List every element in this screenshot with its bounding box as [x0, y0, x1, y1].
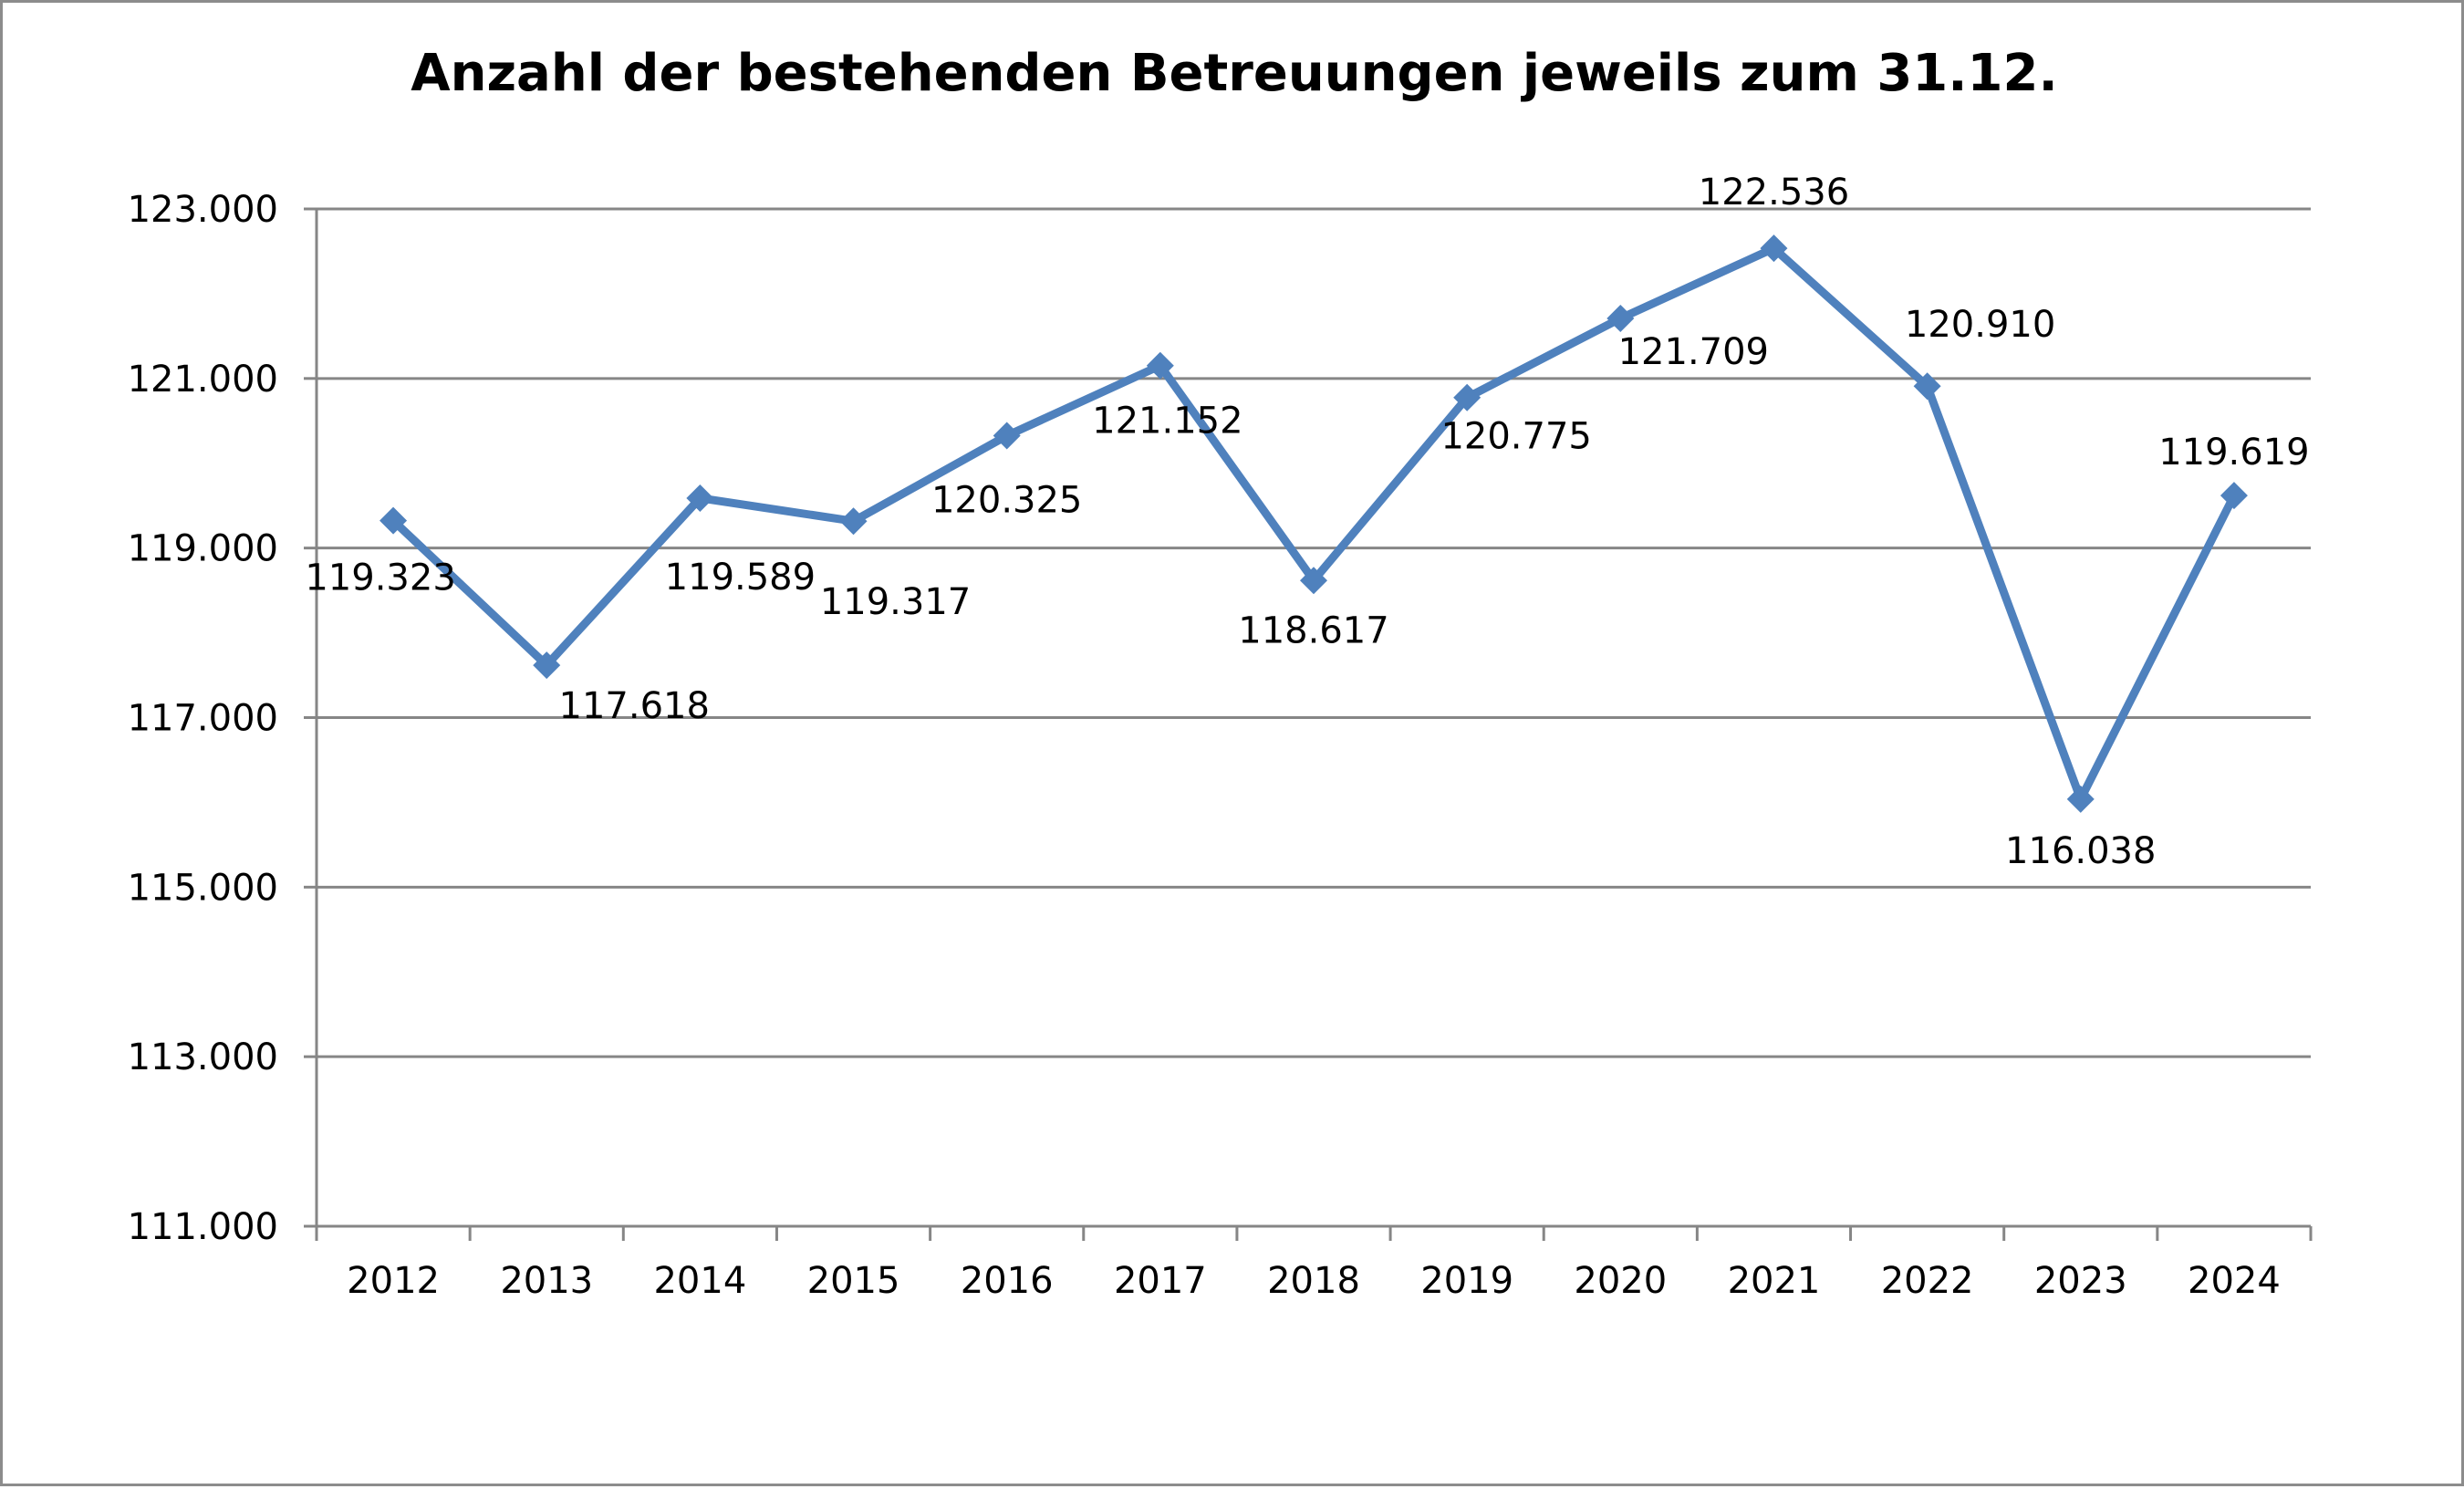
data-point-marker	[1760, 234, 1788, 263]
x-tick-label: 2017	[1114, 1260, 1207, 1302]
x-tick-label: 2014	[653, 1260, 746, 1302]
data-point-marker	[993, 422, 1021, 450]
x-tick-label: 2021	[1728, 1260, 1821, 1302]
data-point-marker	[686, 484, 714, 512]
data-point-marker	[839, 507, 868, 536]
x-tick-label: 2019	[1420, 1260, 1513, 1302]
data-point-marker	[1606, 304, 1635, 332]
x-tick-label: 2023	[2034, 1260, 2127, 1302]
x-tick-label: 2018	[1267, 1260, 1360, 1302]
y-tick-label: 111.000	[128, 1206, 278, 1248]
x-tick-label: 2024	[2188, 1260, 2281, 1302]
data-label: 120.325	[931, 480, 1082, 522]
data-label: 119.589	[665, 557, 816, 599]
y-axis-tick-labels: 111.000 113.000 115.000 117.000 119.000 121.0…	[128, 189, 278, 1248]
data-label: 118.617	[1238, 609, 1388, 651]
data-label: 120.775	[1440, 416, 1591, 458]
data-point-marker	[1453, 383, 1482, 411]
data-label: 121.152	[1092, 401, 1242, 443]
data-label: 117.618	[559, 685, 710, 727]
line-chart: Anzahl der bestehenden Betreuungen jewei…	[128, 44, 2313, 1302]
y-tick-label: 123.000	[128, 189, 278, 231]
data-label: 116.038	[2005, 830, 2156, 872]
data-point-marker	[379, 506, 408, 535]
data-point-marker	[1913, 372, 1941, 401]
y-tick-label: 119.000	[128, 528, 278, 570]
data-point-marker	[2066, 785, 2095, 813]
data-point-marker	[1146, 351, 1174, 380]
x-tick-label: 2020	[1574, 1260, 1667, 1302]
data-point-marker	[1300, 567, 1327, 595]
data-label: 121.709	[1618, 331, 1769, 373]
x-tick-label: 2013	[500, 1260, 593, 1302]
data-label: 119.323	[305, 557, 455, 599]
x-tick-label: 2022	[1881, 1260, 1974, 1302]
x-tick-label: 2016	[961, 1260, 1054, 1302]
data-label: 119.619	[2158, 432, 2309, 474]
axes	[304, 207, 2313, 1241]
x-tick-label: 2012	[347, 1260, 440, 1302]
y-tick-label: 117.000	[128, 698, 278, 740]
series	[379, 234, 2248, 813]
y-tick-label: 121.000	[128, 359, 278, 401]
data-label: 122.536	[1699, 172, 1849, 213]
y-tick-label: 115.000	[128, 867, 278, 909]
data-point-marker	[533, 651, 561, 680]
y-tick-label: 113.000	[128, 1036, 278, 1078]
data-point-marker	[2220, 482, 2248, 510]
data-label: 119.317	[820, 581, 971, 623]
chart-title: Anzahl der bestehenden Betreuungen jewei…	[411, 44, 2058, 103]
x-tick-label: 2015	[807, 1260, 900, 1302]
x-axis-tick-labels: 2012 2013 2014 2015 2016 2017 2018 2019 2020 2021…	[347, 1260, 2281, 1302]
data-label: 120.910	[1905, 304, 2055, 346]
